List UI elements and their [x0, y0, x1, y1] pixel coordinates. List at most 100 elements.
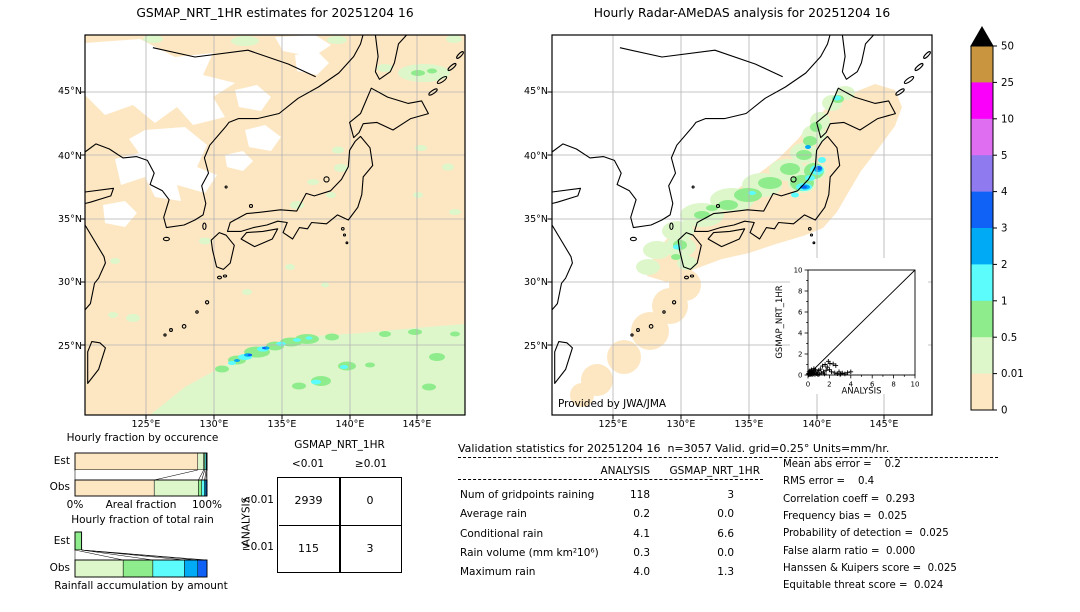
contingency-cell-00: 2939 — [294, 494, 323, 507]
svg-text:4: 4 — [849, 381, 854, 389]
svg-text:25: 25 — [1001, 78, 1014, 89]
svg-text:0.5: 0.5 — [1001, 333, 1017, 344]
svg-text:0: 0 — [1001, 406, 1007, 417]
fraction-charts — [74, 452, 208, 578]
score-pod: Probability of detection = 0.025 — [783, 528, 949, 539]
svg-text:8: 8 — [798, 288, 802, 296]
occurrence-xlabel: Areal fraction — [105, 499, 177, 511]
contingency-row-label-1: <0.01 — [241, 494, 274, 506]
score-rms-error: RMS error = 0.4 — [783, 476, 875, 487]
validation-row-gsmap: 0.0 — [717, 547, 734, 559]
validation-header-rule — [458, 479, 763, 480]
contingency-cell-11: 3 — [366, 542, 374, 555]
validation-row-analysis: 4.1 — [633, 528, 650, 540]
left-map-lat-45: 45°N — [58, 86, 82, 97]
svg-text:6: 6 — [870, 381, 875, 389]
validation-row-label: Num of gridpoints raining — [460, 489, 595, 501]
right-map — [547, 34, 933, 420]
contingency-col-group: GSMAP_NRT_1HR — [294, 439, 385, 451]
left-map-lat-35: 35°N — [58, 214, 82, 225]
right-map-lat-40: 40°N — [524, 151, 548, 162]
validation-title: Validation statistics for 20251204 16 n=… — [458, 442, 890, 455]
score-equitable-threat: Equitable threat score = 0.024 — [783, 580, 944, 591]
total-rain-xlabel: Rainfall accumulation by amount — [54, 580, 228, 592]
total-rain-row-obs: Obs — [49, 562, 70, 574]
validation-row-gsmap: 6.6 — [717, 528, 734, 540]
occurrence-xtick-0: 0% — [66, 499, 84, 511]
svg-text:0: 0 — [806, 381, 810, 389]
svg-text:5: 5 — [1001, 151, 1007, 162]
validation-row-analysis: 0.3 — [633, 547, 650, 559]
right-map-title: Hourly Radar-AMeDAS analysis for 2025120… — [593, 6, 891, 20]
validation-row-label: Average rain — [460, 508, 527, 520]
left-map-lon-125: 125°E — [131, 419, 161, 430]
right-map-lon-145: 145°E — [869, 419, 899, 430]
inset-scatter-plot: 00 2 2 4 4 6 6 8 8 10 10 ANALYSIS GSMAP_NRT_1HR — [775, 258, 928, 397]
left-map-lon-130: 130°E — [199, 419, 229, 430]
occurrence-row-obs: Obs — [49, 481, 70, 493]
svg-text:ANALYSIS: ANALYSIS — [841, 387, 881, 397]
right-map-lon-140: 140°E — [802, 419, 832, 430]
validation-col-analysis: ANALYSIS — [600, 465, 650, 477]
svg-text:8: 8 — [891, 381, 895, 389]
left-map-lon-140: 140°E — [335, 419, 365, 430]
svg-text:0: 0 — [798, 372, 802, 380]
left-map-lat-25: 25°N — [58, 341, 82, 352]
validation-row-analysis: 4.0 — [633, 566, 650, 578]
right-map-lat-35: 35°N — [524, 214, 548, 225]
validation-row-analysis: 118 — [629, 489, 650, 501]
left-map-rain-shading — [108, 35, 465, 415]
colorbar: 50 25 10 5 4 3 2 1 0.5 0.01 0 — [963, 26, 1080, 422]
svg-text:10: 10 — [794, 267, 803, 275]
svg-text:10: 10 — [1001, 114, 1014, 125]
svg-text:1: 1 — [1001, 296, 1007, 307]
validation-row-analysis: 0.2 — [633, 508, 650, 520]
right-map-lat-45: 45°N — [524, 86, 548, 97]
colorbar-svg: 50 25 10 5 4 3 2 1 0.5 0.01 0 — [970, 26, 1024, 417]
validation-col-gsmap: GSMAP_NRT_1HR — [669, 465, 760, 477]
contingency-hline — [278, 524, 401, 526]
left-map-title: GSMAP_NRT_1HR estimates for 20251204 16 — [136, 6, 414, 20]
validation-row-label: Maximum rain — [460, 566, 536, 578]
left-map-border — [84, 34, 466, 416]
svg-text:6: 6 — [798, 309, 803, 317]
contingency-col-label-2: ≥0.01 — [354, 458, 388, 470]
total-rain-chart-title: Hourly fraction of total rain — [71, 514, 214, 526]
left-map — [80, 34, 466, 420]
validation-row-gsmap: 1.3 — [717, 566, 734, 578]
svg-text:GSMAP_NRT_1HR: GSMAP_NRT_1HR — [775, 285, 785, 358]
left-map-lon-135: 135°E — [267, 419, 297, 430]
score-mean-abs-error: Mean abs error = 0.2 — [783, 459, 901, 470]
occurrence-xtick-100: 100% — [191, 499, 223, 511]
svg-text:50: 50 — [1001, 42, 1014, 53]
validation-row-gsmap: 3 — [727, 489, 734, 501]
left-map-nodata-patches — [85, 35, 331, 227]
contingency-table-box — [277, 477, 402, 573]
svg-text:2: 2 — [798, 351, 802, 359]
right-map-lon-125: 125°E — [598, 419, 628, 430]
right-map-border — [551, 34, 933, 416]
validation-row-gsmap: 0.0 — [717, 508, 734, 520]
right-map-lat-30: 30°N — [524, 277, 548, 288]
svg-text:2: 2 — [1001, 260, 1007, 271]
left-map-lat-30: 30°N — [58, 277, 82, 288]
occurrence-chart-title: Hourly fraction by occurence — [66, 432, 219, 444]
occurrence-row-est: Est — [53, 455, 70, 467]
right-map-lon-135: 135°E — [734, 419, 764, 430]
svg-text:4: 4 — [798, 330, 803, 338]
score-hanssen-kuipers: Hanssen & Kuipers score = 0.025 — [783, 563, 957, 574]
contingency-cell-01: 0 — [366, 494, 374, 507]
right-map-lon-130: 130°E — [666, 419, 696, 430]
score-correlation-coeff: Correlation coeff = 0.293 — [783, 494, 915, 505]
right-map-lat-25: 25°N — [524, 341, 548, 352]
left-map-lon-145: 145°E — [402, 419, 432, 430]
svg-text:3: 3 — [1001, 224, 1007, 235]
contingency-col-label-1: <0.01 — [291, 458, 325, 470]
total-rain-row-est: Est — [53, 535, 70, 547]
score-false-alarm-ratio: False alarm ratio = 0.000 — [783, 546, 916, 557]
contingency-cell-10: 115 — [298, 542, 319, 555]
svg-text:4: 4 — [1001, 187, 1007, 198]
left-map-lat-40: 40°N — [58, 151, 82, 162]
svg-text:2: 2 — [827, 381, 831, 389]
